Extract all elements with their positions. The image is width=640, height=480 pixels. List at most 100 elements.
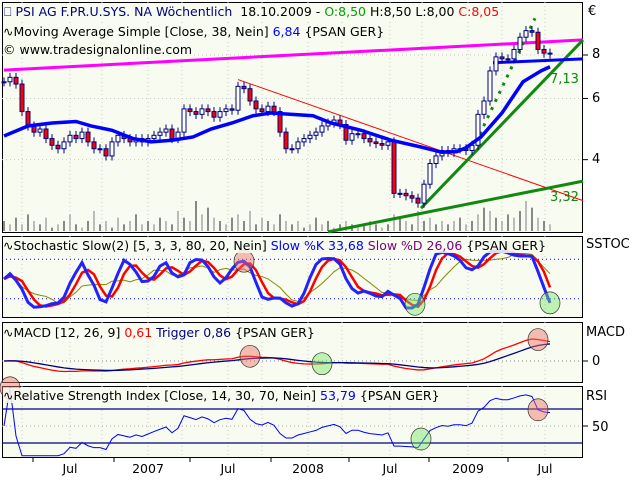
volume-bar — [93, 211, 95, 231]
candle-body — [409, 195, 415, 199]
volume-bar — [201, 214, 203, 231]
volume-bar — [189, 221, 191, 231]
candle-body — [343, 123, 349, 141]
volume-bar — [369, 221, 371, 231]
candle-body — [163, 128, 169, 133]
candle-body — [253, 100, 259, 110]
volume-bar — [507, 214, 509, 231]
stochastic-legend-label: Stochastic Slow(2) [5, 3, 3, 80, 20, Nei… — [13, 238, 267, 253]
volume-bar — [231, 217, 233, 231]
trendline-green-dotted — [470, 17, 537, 152]
volume-bar — [57, 224, 59, 231]
volume-bar — [213, 217, 215, 231]
candle-body — [397, 192, 403, 195]
volume-bar — [339, 224, 341, 231]
volume-bar — [321, 224, 323, 231]
candle-body — [103, 148, 109, 157]
volume-bar — [273, 224, 275, 231]
volume-bar — [363, 224, 365, 231]
volume-bar — [3, 221, 5, 231]
candle-body — [517, 36, 523, 50]
volume-bar — [147, 221, 149, 231]
trendline-magenta-resistance — [3, 38, 584, 72]
volume-bar — [237, 214, 239, 231]
stochastic-axis-label: SSTOC — [586, 237, 630, 252]
volume-bar — [261, 217, 263, 231]
candle-body — [367, 138, 373, 143]
ma-legend[interactable]: ∿Moving Average Simple [Close, 38, Nein]… — [3, 24, 385, 39]
candle-body — [91, 141, 97, 150]
candle-icon: ⎕ — [4, 4, 12, 19]
candle-body — [475, 113, 481, 146]
stochastic-k-line — [3, 249, 552, 310]
volume-bar — [129, 221, 131, 231]
candle-body — [319, 125, 325, 133]
candle-body — [67, 134, 73, 143]
rsi-buy-signal-marker — [410, 427, 432, 451]
indicator-wave-icon: ∿ — [3, 238, 14, 253]
volume-bar — [69, 214, 71, 231]
symbol-title: PSI AG F.PR.U.SYS. NA Wöchentlich — [15, 4, 233, 19]
candle-body — [355, 133, 361, 136]
volume-bar — [9, 224, 11, 231]
rsi-symbol: {PSAN GER} — [359, 388, 440, 403]
volume-bar — [393, 214, 395, 231]
macd-sell-signal-marker — [239, 344, 261, 368]
candle-body — [547, 52, 553, 55]
x-label-2009: 2009 — [452, 461, 484, 476]
candle-body — [349, 133, 355, 141]
candle-body — [493, 56, 499, 72]
macd-trigger-line — [3, 343, 551, 372]
macd-legend[interactable]: ∿MACD [12, 26, 9] 0,61 Trigger 0,86 {PSA… — [3, 325, 315, 340]
macd-trigger-value: Trigger 0,86 — [156, 325, 232, 340]
trend-label-lower: 3,32 — [550, 190, 579, 205]
candle-body — [379, 143, 385, 146]
volume-bar — [327, 221, 329, 231]
candle-body — [247, 88, 253, 102]
candle-body — [487, 70, 493, 102]
trendline-green-steep-support — [419, 38, 585, 210]
macd-sell-signal-marker — [527, 328, 549, 351]
candle-body — [205, 108, 211, 113]
candle-body — [505, 58, 511, 61]
macd-buy-signal-marker — [311, 352, 333, 376]
volume-bar — [75, 224, 77, 231]
volume-bar — [81, 227, 83, 231]
volume-bar — [315, 217, 317, 231]
volume-bar — [537, 217, 539, 231]
candle-body — [373, 141, 379, 145]
indicator-wave-icon: ∿ — [3, 388, 14, 403]
candle-body — [223, 108, 229, 113]
volume-bar — [381, 227, 383, 231]
volume-bar — [483, 207, 485, 231]
candle-body — [403, 192, 409, 197]
candle-body — [151, 134, 157, 140]
candle-body — [283, 131, 289, 150]
rsi-legend[interactable]: ∿Relative Strength Index [Close, 14, 30,… — [3, 388, 440, 403]
volume-bar — [135, 214, 137, 231]
volume-bar — [249, 211, 251, 231]
ma-value: 6,84 — [272, 24, 301, 39]
volume-bar — [279, 214, 281, 231]
candle-body — [1, 81, 7, 84]
candle-body — [211, 111, 217, 118]
volume-bar — [459, 217, 461, 231]
trend-label-upper: 7,13 — [550, 72, 579, 87]
low-value: L:8,00 — [415, 4, 455, 19]
stochastic-buy-signal-marker — [539, 291, 561, 315]
volume-bar — [519, 211, 521, 231]
volume-bar — [51, 227, 53, 231]
candle-body — [49, 138, 55, 146]
stochastic-d-value: Slow %D 26,06 — [367, 238, 463, 253]
stochastic-legend[interactable]: ∿Stochastic Slow(2) [5, 3, 3, 80, 20, Ne… — [3, 238, 547, 253]
trendline-red-downtrend — [237, 79, 584, 202]
volume-bar — [471, 221, 473, 231]
price-tick-8: 8 — [592, 47, 601, 62]
volume-bar — [159, 217, 161, 231]
volume-bar — [165, 221, 167, 231]
chart-title-row: ⎕ PSI AG F.PR.U.SYS. NA Wöchentlich 18.1… — [4, 4, 500, 19]
macd-symbol: {PSAN GER} — [235, 325, 315, 340]
volume-bar — [303, 227, 305, 231]
candle-body — [481, 100, 487, 115]
price-tick-4: 4 — [592, 152, 601, 167]
